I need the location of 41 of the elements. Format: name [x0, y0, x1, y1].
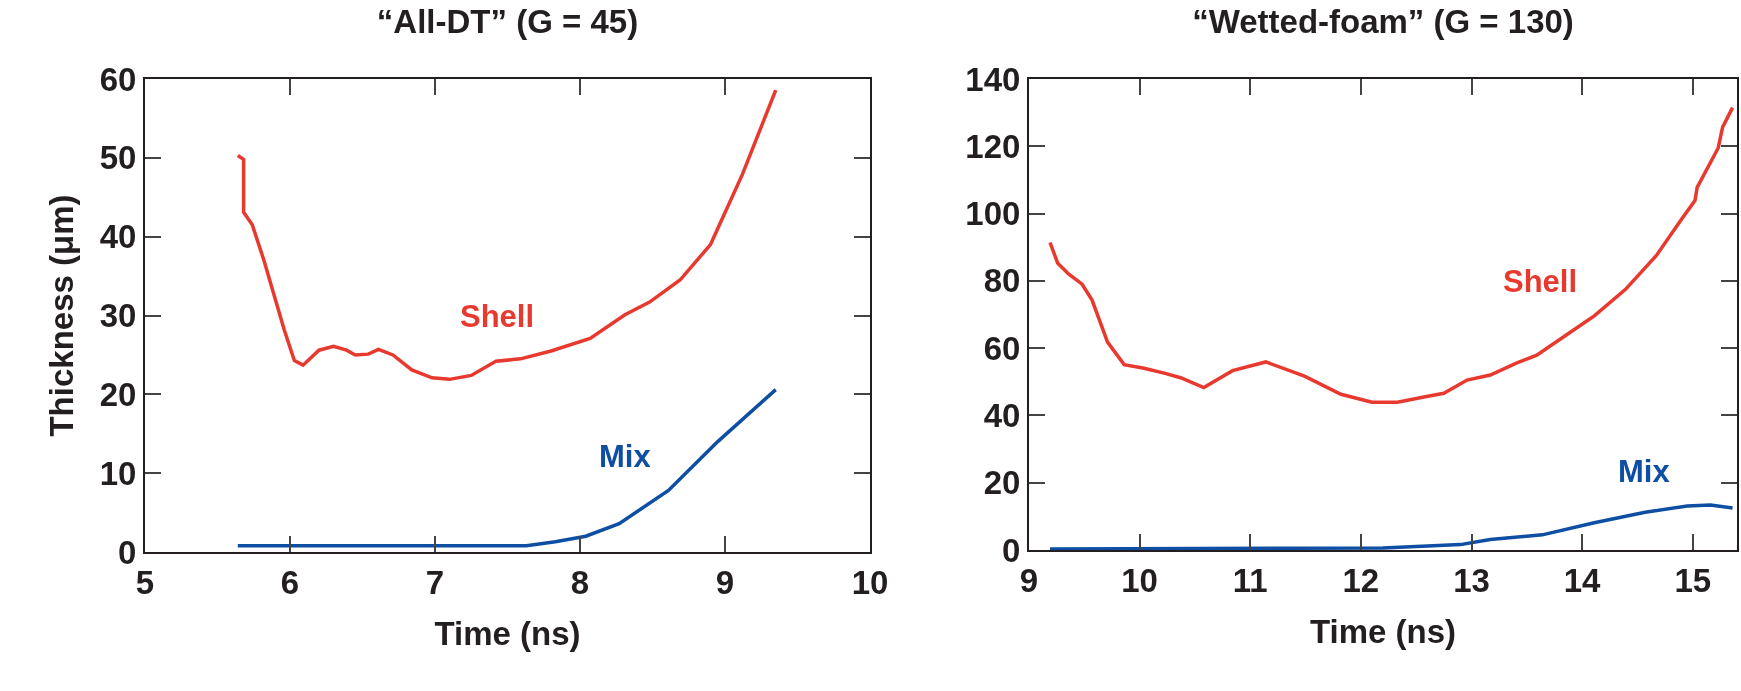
x-tick-label: 10	[851, 563, 889, 601]
y-tick-label: 30	[99, 297, 137, 335]
y-tick-label: 40	[983, 396, 1021, 434]
y-tick-label: 50	[99, 139, 137, 177]
line-series	[236, 88, 778, 382]
y-tick-label: 80	[983, 262, 1021, 300]
x-tick-label: 12	[1342, 561, 1380, 599]
x-tick-label: 13	[1453, 561, 1490, 599]
line-series	[1048, 105, 1735, 405]
y-tick-label: 100	[965, 195, 1021, 233]
y-tick-label: 20	[983, 464, 1021, 502]
x-axis-title: Time (ns)	[434, 614, 581, 652]
y-tick-label: 60	[99, 60, 137, 98]
x-tick-label: 6	[280, 563, 300, 601]
y-tick-label: 20	[99, 375, 137, 413]
y-tick-label: 60	[983, 329, 1021, 367]
x-tick-label: 5	[135, 563, 155, 601]
y-tick-label: 120	[965, 127, 1021, 165]
series-label: Shell	[460, 299, 535, 334]
y-tick-label: 140	[965, 60, 1021, 98]
y-axis-title: Thickness (μm)	[43, 194, 81, 437]
x-tick-label: 9	[1019, 561, 1039, 599]
chart-title: “Wetted-foam” (G = 130)	[1192, 3, 1574, 41]
x-tick-label: 14	[1563, 561, 1602, 599]
series-label: Mix	[1618, 454, 1671, 489]
x-tick-label: 10	[1121, 561, 1158, 599]
y-tick-label: 0	[118, 533, 137, 571]
line-series	[236, 387, 778, 548]
line-series	[1048, 503, 1735, 550]
x-axis-title: Time (ns)	[1309, 612, 1457, 650]
y-tick-label: 40	[99, 218, 137, 256]
x-tick-label: 7	[425, 563, 445, 601]
chart-title: “All-DT” (G = 45)	[376, 3, 639, 41]
series-label: Shell	[1503, 264, 1578, 299]
x-tick-label: 15	[1674, 561, 1712, 599]
x-tick-label: 11	[1232, 561, 1268, 599]
y-tick-label: 10	[99, 454, 137, 492]
x-tick-label: 8	[570, 563, 590, 601]
x-tick-label: 9	[715, 563, 735, 601]
y-tick-label: 0	[1002, 531, 1021, 569]
series-label: Mix	[599, 439, 652, 474]
